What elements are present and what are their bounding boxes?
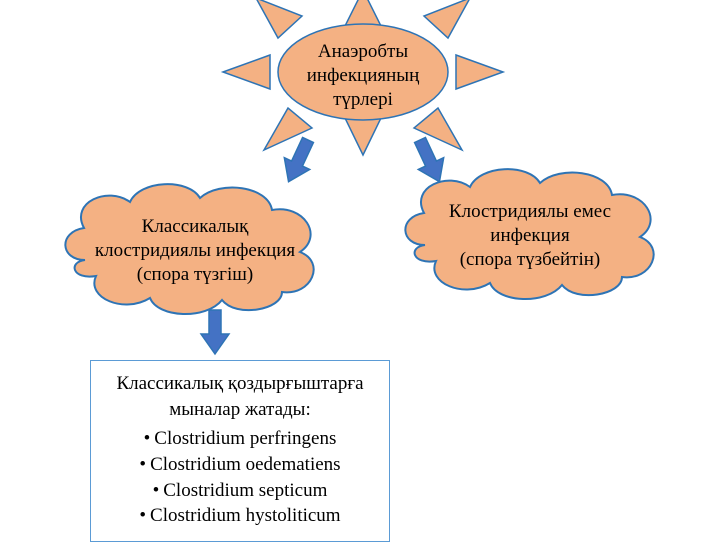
cloud-left-label: Классикалық клостридиялы инфекция (спора… (70, 215, 320, 286)
list-item: Clostridium hystoliticum (107, 503, 373, 529)
arrow-left (276, 134, 321, 188)
cloud-left-line3: (спора түзгіш) (137, 264, 253, 285)
arrow-down (201, 310, 229, 354)
diagram-stage: Анаэробты инфекцияның түрлері Классикалы… (0, 0, 720, 540)
sun-ray (414, 108, 462, 150)
list-item: Clostridium oedematiens (107, 452, 373, 478)
cloud-right-label: Клостридиялы емес инфекция (спора түзбей… (415, 200, 645, 271)
center-label: Анаэробты инфекцияның түрлері (283, 40, 443, 111)
box-heading: Классикалық қоздырғыштарға мыналар жатад… (107, 371, 373, 422)
pathogens-box: Классикалық қоздырғыштарға мыналар жатад… (90, 360, 390, 542)
sun-ray (256, 0, 302, 38)
sun-ray (345, 118, 381, 155)
sun-ray (264, 108, 312, 150)
cloud-right-line3: (спора түзбейтін) (460, 249, 601, 270)
list-item: Clostridium perfringens (107, 426, 373, 452)
list-item: Clostridium septicum (107, 478, 373, 504)
sun-ray (456, 55, 503, 89)
arrow-right (407, 134, 452, 188)
cloud-left-line1: Классикалық (142, 216, 249, 237)
box-heading-line2: мыналар жатады: (169, 399, 310, 420)
cloud-right-line1: Клостридиялы емес (449, 201, 611, 222)
sun-ray (345, 0, 381, 26)
cloud-right-line2: инфекция (490, 225, 569, 246)
cloud-left-line2: клостридиялы инфекция (95, 240, 295, 261)
box-heading-line1: Классикалық қоздырғыштарға (116, 373, 363, 394)
sun-ray (223, 55, 270, 89)
sun-ray (424, 0, 470, 38)
pathogens-list: Clostridium perfringens Clostridium oede… (107, 426, 373, 529)
